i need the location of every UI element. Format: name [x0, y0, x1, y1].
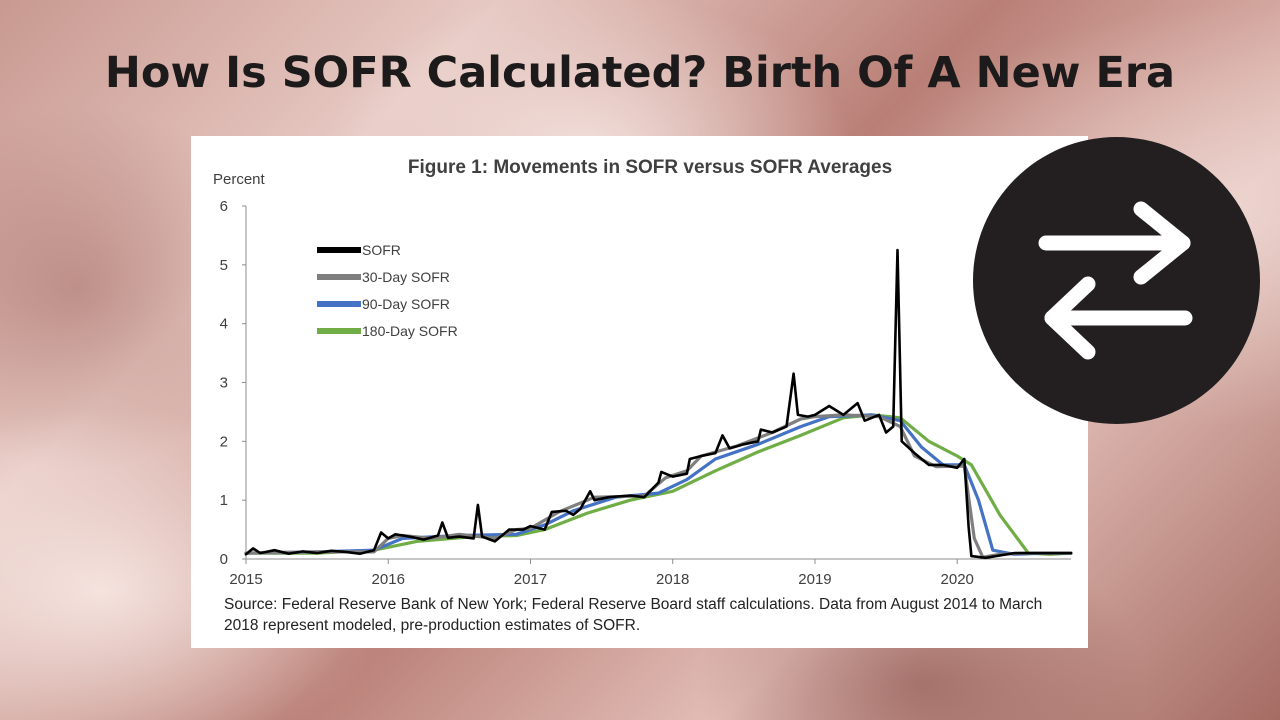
legend-label: 180-Day SOFR — [362, 323, 458, 339]
series-line-30-day-sofr — [244, 413, 1073, 559]
y-axis-label: Percent — [213, 171, 266, 188]
chart-svg: Figure 1: Movements in SOFR versus SOFR … — [213, 157, 1073, 588]
y-tick-label: 2 — [220, 433, 228, 450]
x-tick-label: 2015 — [229, 571, 262, 588]
source-note: Source: Federal Reserve Bank of New York… — [224, 596, 1043, 634]
y-tick-label: 4 — [220, 316, 228, 333]
legend-label: 90-Day SOFR — [362, 296, 450, 312]
series-line-sofr — [244, 248, 1073, 560]
legend-label: SOFR — [362, 242, 401, 258]
legend-label: 30-Day SOFR — [362, 269, 450, 285]
x-tick-label: 2017 — [514, 571, 547, 588]
y-tick-label: 5 — [220, 257, 228, 274]
series-lines — [244, 248, 1073, 560]
y-tick-label: 1 — [220, 492, 228, 509]
page-title: How Is SOFR Calculated? Birth Of A New E… — [104, 48, 1176, 98]
y-tick-label: 6 — [220, 198, 228, 215]
x-tick-label: 2020 — [941, 571, 974, 588]
swap-badge — [973, 137, 1260, 424]
y-tick-label: 3 — [220, 375, 228, 392]
axes: 0 1 2 3 4 5 6 2015 2016 2017 2018 2019 2020 — [220, 198, 1071, 588]
swap-arrows-icon — [1038, 201, 1193, 360]
chart-title: Figure 1: Movements in SOFR versus SOFR … — [408, 157, 892, 178]
legend: SOFR 30-Day SOFR 90-Day SOFR 180-Day SOFR — [317, 242, 458, 339]
y-tick-label: 0 — [220, 551, 228, 568]
chart-figure: Figure 1: Movements in SOFR versus SOFR … — [191, 136, 1088, 648]
x-tick-label: 2016 — [372, 571, 405, 588]
x-tick-label: 2019 — [798, 571, 831, 588]
x-tick-label: 2018 — [656, 571, 689, 588]
